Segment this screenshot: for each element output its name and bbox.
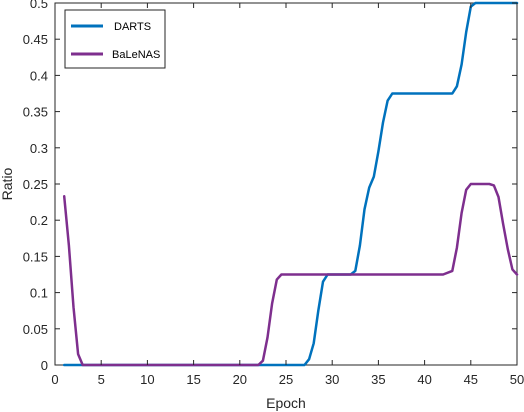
x-tick-label: 10 — [140, 372, 154, 387]
legend-box — [64, 9, 166, 69]
y-axis-title: Ratio — [0, 167, 15, 200]
y-tick-label: 0.15 — [23, 249, 48, 264]
legend: DARTS BaLeNAS — [64, 9, 166, 69]
x-tick-label: 35 — [371, 372, 385, 387]
x-tick-label: 45 — [464, 372, 478, 387]
x-tick-label: 20 — [233, 372, 247, 387]
legend-label-balenas: BaLeNAS — [112, 49, 160, 61]
axis-ticks: 0 5 10 15 20 25 30 35 40 45 50 0 0.05 0.1 0.15 0.2 0.25 0… — [23, 0, 524, 387]
x-tick-label: 0 — [51, 372, 58, 387]
y-tick-label: 0.3 — [30, 141, 48, 156]
y-tick-label: 0.05 — [23, 322, 48, 337]
x-tick-label: 15 — [186, 372, 200, 387]
x-tick-label: 25 — [279, 372, 293, 387]
y-tick-label: 0.25 — [23, 177, 48, 192]
legend-label-darts: DARTS — [114, 21, 151, 33]
y-tick-label: 0.5 — [30, 0, 48, 11]
x-axis-title: Epoch — [266, 395, 306, 411]
series-layer — [62, 1, 519, 367]
y-tick-label: 0.35 — [23, 105, 48, 120]
x-tick-label: 50 — [510, 372, 524, 387]
y-tick-label: 0.2 — [30, 213, 48, 228]
y-tick-label: 0.1 — [30, 286, 48, 301]
x-tick-label: 30 — [325, 372, 339, 387]
x-tick-label: 5 — [98, 372, 105, 387]
x-tick-label: 40 — [417, 372, 431, 387]
y-tick-label: 0 — [41, 358, 48, 373]
series-line-balenas — [62, 182, 519, 367]
y-tick-label: 0.4 — [30, 68, 48, 83]
y-tick-label: 0.45 — [23, 32, 48, 47]
